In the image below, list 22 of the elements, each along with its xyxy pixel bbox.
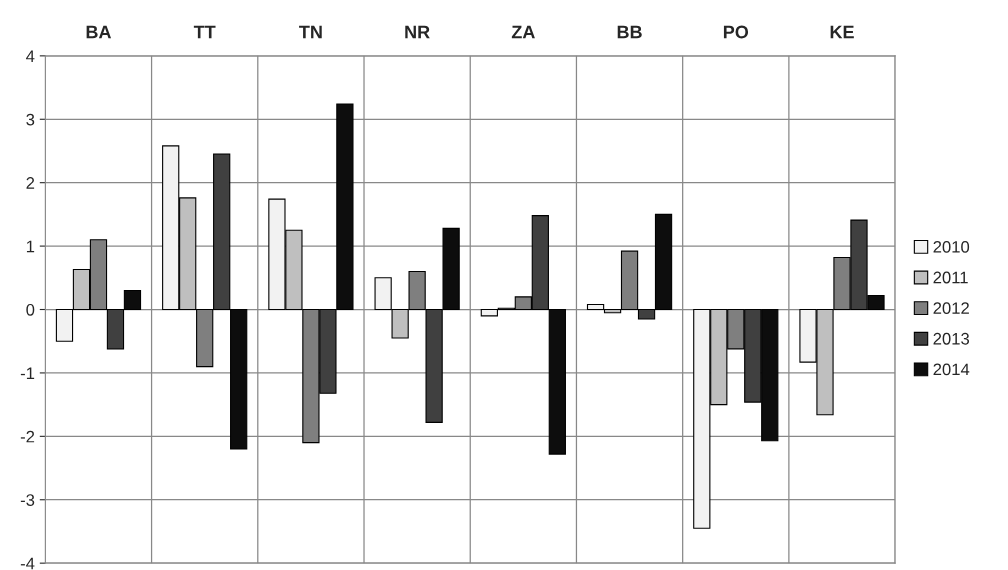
x-tick-label: NR bbox=[405, 25, 430, 39]
y-tick-label: -3 bbox=[20, 494, 35, 506]
x-tick-label: KE bbox=[830, 25, 854, 39]
y-tick-label: 3 bbox=[26, 113, 35, 126]
x-tick-label: TT bbox=[193, 25, 216, 39]
legend-label: 2011 bbox=[933, 271, 968, 284]
y-tick-label: -1 bbox=[20, 367, 35, 379]
y-tick-label: -2 bbox=[20, 430, 35, 443]
legend-label: 2010 bbox=[933, 240, 970, 253]
y-tick-label: -4 bbox=[20, 557, 35, 570]
x-tick-label: ZA bbox=[511, 25, 535, 39]
y-tick-label: 0 bbox=[26, 303, 35, 316]
y-tick-label: 2 bbox=[26, 177, 35, 189]
legend-label: 2013 bbox=[933, 332, 970, 345]
x-tick-label: PO bbox=[723, 25, 749, 39]
y-tick-label: 1 bbox=[26, 240, 35, 253]
legend-label: 2014 bbox=[933, 363, 970, 376]
x-tick-label: TN bbox=[299, 25, 322, 39]
y-tick-label: 4 bbox=[26, 50, 35, 62]
legend-label: 2012 bbox=[933, 302, 969, 315]
x-tick-label: BB bbox=[617, 25, 642, 39]
x-tick-label: BA bbox=[86, 25, 112, 39]
